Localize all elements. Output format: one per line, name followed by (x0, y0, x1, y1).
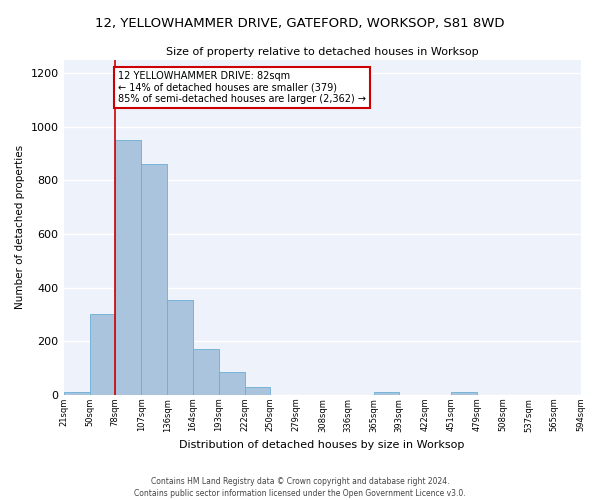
Bar (90, 314, 115, 395)
X-axis label: Distribution of detached houses by size in Worksop: Distribution of detached houses by size … (179, 440, 465, 450)
Text: Contains HM Land Registry data © Crown copyright and database right 2024.
Contai: Contains HM Land Registry data © Crown c… (134, 476, 466, 498)
Bar (115, 140, 141, 395)
Y-axis label: Number of detached properties: Number of detached properties (15, 145, 25, 310)
Bar (245, 387, 270, 395)
Text: 12, YELLOWHAMMER DRIVE, GATEFORD, WORKSOP, S81 8WD: 12, YELLOWHAMMER DRIVE, GATEFORD, WORKSO… (95, 18, 505, 30)
Bar (374, 392, 399, 395)
Bar (193, 350, 219, 395)
Bar (64, 392, 90, 395)
Bar (219, 372, 245, 395)
Bar (451, 392, 477, 395)
Bar (167, 300, 193, 395)
Bar (141, 164, 167, 395)
Text: 12 YELLOWHAMMER DRIVE: 82sqm
← 14% of detached houses are smaller (379)
85% of s: 12 YELLOWHAMMER DRIVE: 82sqm ← 14% of de… (118, 71, 365, 104)
Title: Size of property relative to detached houses in Worksop: Size of property relative to detached ho… (166, 48, 478, 58)
